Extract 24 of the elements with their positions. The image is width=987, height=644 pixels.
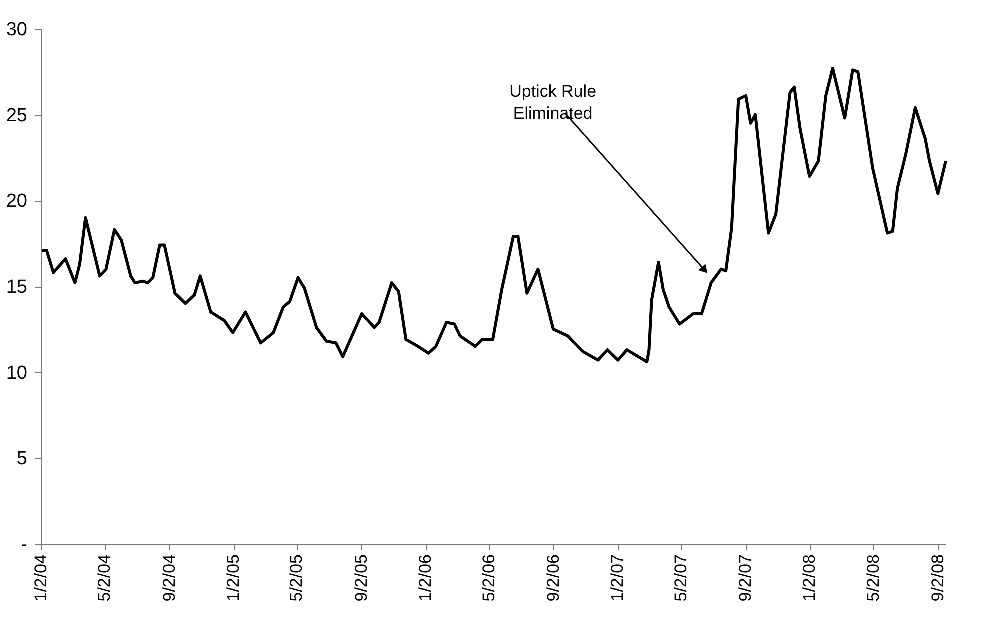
line-series <box>40 66 948 364</box>
x-tick-label: 5/2/06 <box>479 554 498 602</box>
x-tick-label: 9/2/07 <box>736 554 756 602</box>
y-tick-label: 15 <box>6 277 28 298</box>
x-tick-label: 1/2/05 <box>224 554 244 602</box>
y-tick-label: 30 <box>6 20 28 40</box>
y-tick-label: 10 <box>6 362 28 384</box>
x-tick-label: 1/2/06 <box>416 554 436 602</box>
x-tick-label: 5/2/05 <box>287 554 306 602</box>
x-tick-label: 1/2/07 <box>608 554 628 602</box>
x-tick-label: 9/2/04 <box>160 554 179 602</box>
x-tick-label: 9/2/06 <box>544 554 563 602</box>
x-tick-label: 1/2/08 <box>800 554 820 602</box>
x-tick-label: 5/2/07 <box>671 554 690 602</box>
y-tick-label: 20 <box>6 191 28 212</box>
x-tick-label: 9/2/08 <box>928 554 948 602</box>
annotation: Uptick Rule Eliminated <box>510 82 597 124</box>
y-tick-label: 5 <box>16 448 28 470</box>
y-tick-label: 25 <box>6 105 28 126</box>
y-tick-label: - <box>21 534 28 556</box>
x-tick-label: 5/2/08 <box>864 554 883 602</box>
x-tick-label: 5/2/04 <box>95 554 114 602</box>
x-tick-label: 9/2/05 <box>352 554 371 602</box>
x-tick-label: 1/2/04 <box>32 554 50 602</box>
